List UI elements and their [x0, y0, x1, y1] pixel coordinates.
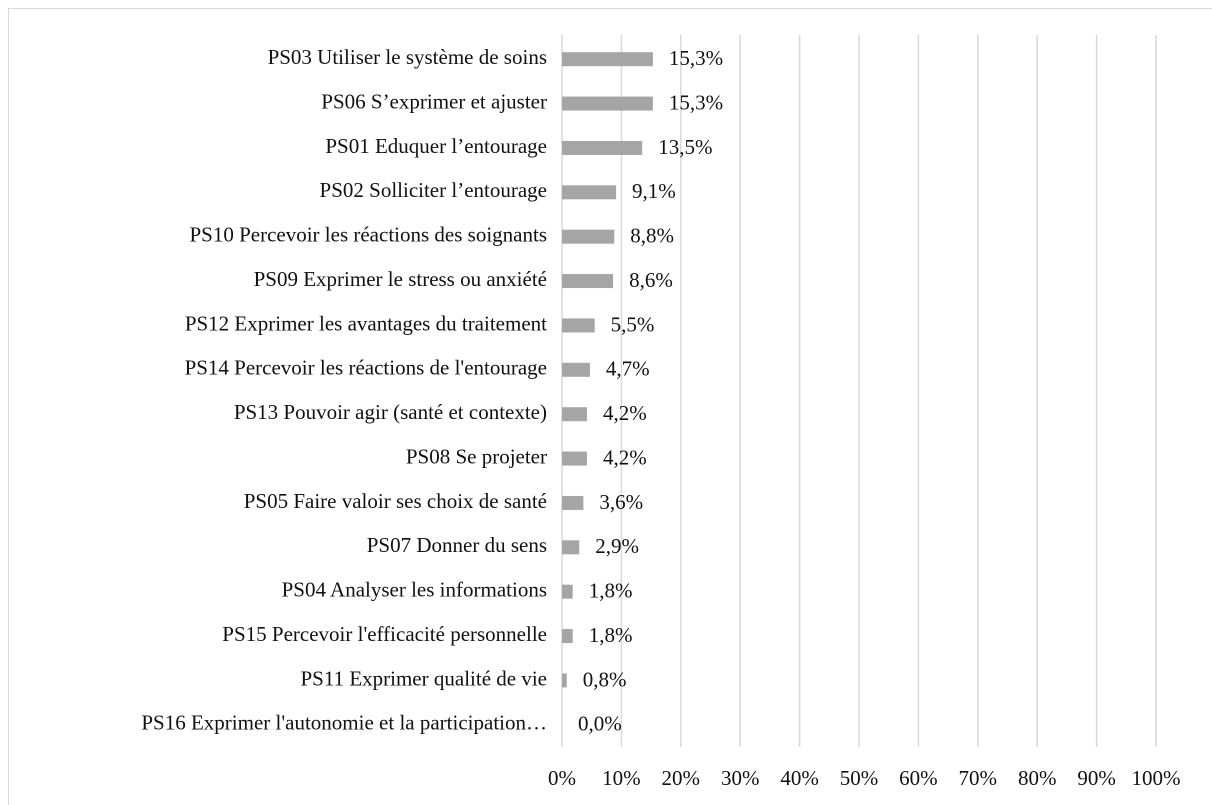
- data-label: 9,1%: [632, 179, 676, 203]
- y-tick-label: PS14 Percevoir les réactions de l'entour…: [185, 356, 547, 380]
- y-tick-label: PS13 Pouvoir agir (santé et contexte): [234, 400, 547, 424]
- data-label: 1,8%: [589, 623, 633, 647]
- bar: [562, 96, 653, 111]
- y-tick-label: PS03 Utiliser le système de soins: [268, 45, 547, 69]
- bar: [562, 673, 567, 688]
- y-tick-label: PS11 Exprimer qualité de vie: [300, 666, 547, 690]
- y-tick-label: PS09 Exprimer le stress ou anxiété: [254, 267, 547, 291]
- data-label: 13,5%: [658, 135, 712, 159]
- x-tick-label: 60%: [899, 766, 938, 790]
- y-tick-label: PS16 Exprimer l'autonomie et la particip…: [141, 711, 547, 735]
- y-tick-label: PS12 Exprimer les avantages du traitemen…: [185, 311, 547, 335]
- data-label: 15,3%: [669, 46, 723, 70]
- data-label: 1,8%: [589, 579, 633, 603]
- bar: [562, 540, 580, 555]
- bar: [562, 229, 615, 244]
- bar: [562, 584, 573, 599]
- data-label: 0,8%: [583, 667, 627, 691]
- y-tick-label: PS01 Eduquer l’entourage: [325, 134, 547, 158]
- bar: [562, 274, 614, 289]
- y-tick-label: PS15 Percevoir l'efficacité personnelle: [222, 622, 547, 646]
- x-tick-label: 90%: [1077, 766, 1116, 790]
- y-tick-label: PS05 Faire valoir ses choix de santé: [244, 489, 547, 513]
- data-label: 5,5%: [611, 312, 655, 336]
- x-tick-label: 70%: [959, 766, 998, 790]
- x-tick-label: 50%: [840, 766, 879, 790]
- data-label: 15,3%: [669, 90, 723, 114]
- data-label: 3,6%: [599, 490, 643, 514]
- y-tick-label: PS08 Se projeter: [406, 444, 547, 468]
- y-tick-label: PS06 S’exprimer et ajuster: [321, 89, 547, 113]
- bar: [562, 362, 590, 377]
- bar: [562, 185, 617, 200]
- y-tick-label: PS02 Solliciter l’entourage: [320, 178, 547, 202]
- bar: [562, 318, 595, 333]
- y-tick-label: PS10 Percevoir les réactions des soignan…: [189, 223, 547, 247]
- bar: [562, 407, 587, 422]
- y-tick-label: PS04 Analyser les informations: [282, 578, 547, 602]
- data-label: 2,9%: [595, 534, 639, 558]
- x-tick-label: 10%: [602, 766, 641, 790]
- bar: [562, 495, 584, 510]
- x-tick-label: 0%: [548, 766, 576, 790]
- data-label: 4,2%: [603, 445, 647, 469]
- bar: [562, 140, 643, 155]
- x-tick-label: 20%: [662, 766, 701, 790]
- data-label: 4,2%: [603, 401, 647, 425]
- data-label: 8,6%: [629, 268, 673, 292]
- data-label: 8,8%: [630, 224, 674, 248]
- bar: [562, 451, 587, 466]
- data-label: 4,7%: [606, 357, 650, 381]
- y-tick-label: PS07 Donner du sens: [367, 533, 547, 557]
- x-tick-label: 40%: [780, 766, 819, 790]
- x-tick-label: 30%: [721, 766, 760, 790]
- bar: [562, 629, 573, 644]
- chart-border: [8, 8, 1212, 805]
- data-label: 0,0%: [578, 712, 622, 736]
- bar: [562, 52, 653, 67]
- x-tick-label: 100%: [1132, 766, 1181, 790]
- x-tick-label: 80%: [1018, 766, 1057, 790]
